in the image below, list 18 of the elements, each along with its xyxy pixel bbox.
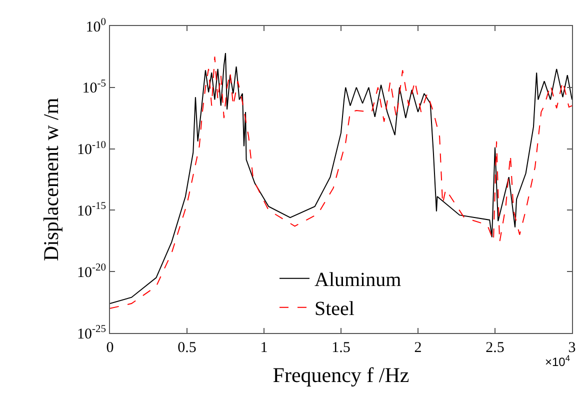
x-tick-label: 2 [414, 340, 422, 356]
x-tick-label: 3 [568, 340, 576, 356]
x-axis-title: Frequency f /Hz [272, 363, 410, 388]
x-tick-label: 0 [106, 340, 114, 356]
legend-label: Aluminum [314, 269, 402, 292]
x-tick-label: 2.5 [486, 340, 504, 356]
legend-label: Steel [314, 298, 355, 320]
y-tick-label: 10$^{0}$ [86, 16, 106, 36]
x-tick-label: 1 [260, 340, 268, 356]
y-tick-label: 10$^{-15}$ [77, 201, 106, 220]
text: ×10$^{4}$ [545, 353, 570, 370]
x-tick-label: 0.5 [178, 340, 196, 356]
y-tick-label: 10$^{-5}$ [82, 78, 106, 97]
y-axis-title: Displacement w /m [39, 98, 64, 262]
y-tick-label: 10$^{-20}$ [77, 262, 106, 281]
y-tick-label: 10$^{-25}$ [77, 324, 106, 342]
y-tick-label: 10$^{-10}$ [77, 140, 106, 158]
x-tick-label: 1.5 [332, 340, 350, 356]
